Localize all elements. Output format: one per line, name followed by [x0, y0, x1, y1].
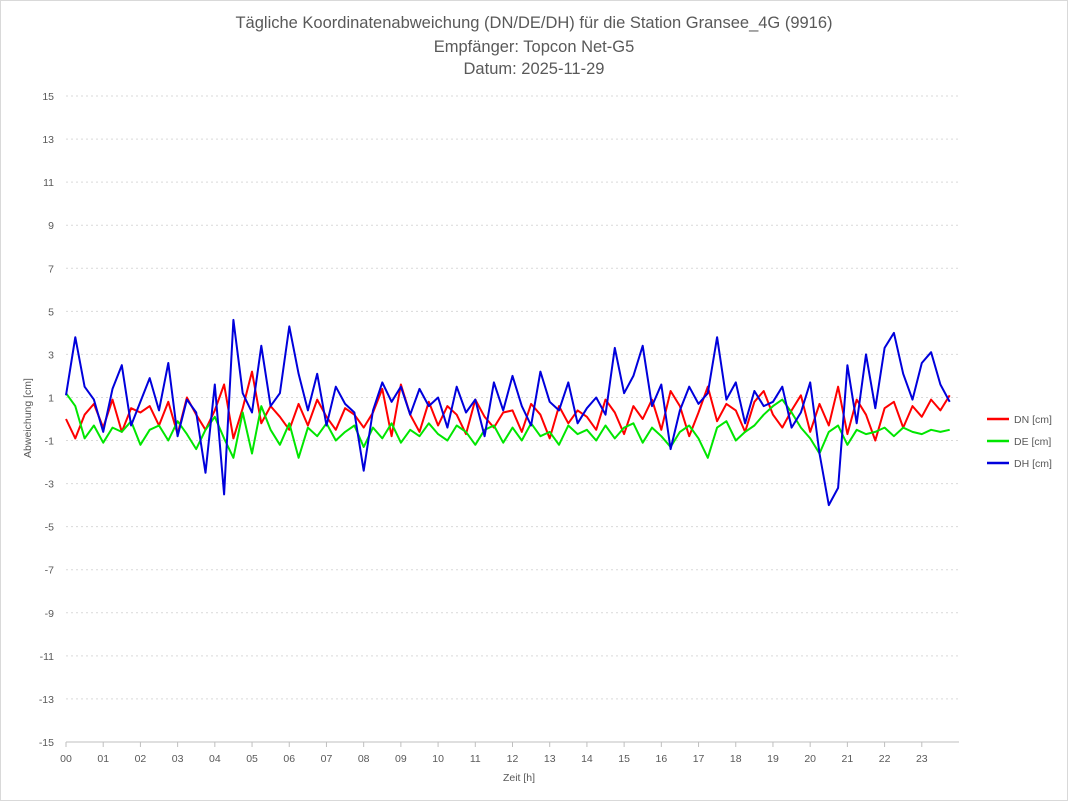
- y-tick-label: -1: [45, 436, 54, 448]
- series-line-dn: [65, 370, 951, 442]
- x-axis-label: Zeit [h]: [503, 772, 535, 784]
- y-tick-label: 3: [48, 349, 54, 361]
- x-tick-label: 16: [655, 753, 667, 765]
- y-tick-label: 13: [42, 134, 54, 146]
- x-tick-label: 17: [693, 753, 705, 765]
- y-axis-label: Abweichung [cm]: [22, 378, 34, 458]
- x-tick-label: 03: [172, 753, 184, 765]
- x-tick-label: 11: [470, 753, 481, 765]
- x-tick-label: 10: [432, 753, 444, 765]
- legend-label: DN [cm]: [1014, 414, 1052, 426]
- y-tick-label: -11: [40, 651, 55, 663]
- legend-label: DE [cm]: [1014, 436, 1051, 448]
- x-tick-label: 23: [916, 753, 928, 765]
- legend: DN [cm] DE [cm] DH [cm]: [987, 414, 1052, 470]
- x-tick-label: 04: [209, 753, 221, 765]
- y-tick-label: 11: [43, 177, 54, 189]
- gridlines: [66, 95, 959, 700]
- series-line-dh: [65, 318, 951, 507]
- legend-label: DH [cm]: [1014, 458, 1052, 470]
- x-tick-label: 06: [283, 753, 295, 765]
- y-tick-label: -9: [45, 608, 54, 620]
- x-tick-label: 02: [135, 753, 147, 765]
- x-tick-label: 18: [730, 753, 742, 765]
- x-tick-label: 20: [804, 753, 816, 765]
- x-tick-label: 08: [358, 753, 370, 765]
- y-tick-label: 15: [42, 91, 54, 103]
- x-tick-label: 12: [507, 753, 519, 765]
- x-tick-label: 13: [544, 753, 556, 765]
- series-line-de: [65, 392, 950, 459]
- x-tick-label: 09: [395, 753, 407, 765]
- x-tick-label: 07: [321, 753, 333, 765]
- y-tick-label: 1: [48, 392, 54, 404]
- x-axis-ticks: 00 01 02 03 04 05 06 07 08 09 10 11 12 13 14 15 16 17 18 19…: [60, 742, 928, 765]
- y-tick-label: -15: [39, 737, 54, 749]
- x-tick-label: 14: [581, 753, 593, 765]
- y-tick-label: -3: [45, 479, 54, 491]
- x-tick-label: 15: [618, 753, 630, 765]
- y-tick-label: 7: [48, 263, 54, 275]
- y-tick-label: -13: [39, 694, 54, 706]
- y-axis-ticks: 15 13 11 9 7 5 3 1 -1 -3 -5 -7 -9 -11 -13 -15: [39, 91, 54, 749]
- chart-title: Tägliche Koordinatenabweichung (DN/DE/DH…: [235, 14, 832, 32]
- x-tick-label: 19: [767, 753, 779, 765]
- chart-date: Datum: 2025-11-29: [464, 60, 605, 78]
- x-tick-label: 01: [97, 753, 109, 765]
- y-tick-label: 5: [48, 306, 54, 318]
- y-tick-label: 9: [48, 220, 54, 232]
- chart-subtitle: Empfänger: Topcon Net-G5: [434, 38, 635, 56]
- y-tick-label: -7: [45, 565, 54, 577]
- y-tick-label: -5: [45, 522, 54, 534]
- x-tick-label: 05: [246, 753, 258, 765]
- x-tick-label: 21: [842, 753, 854, 765]
- x-tick-label: 00: [60, 753, 72, 765]
- x-tick-label: 22: [879, 753, 891, 765]
- series-lines: [65, 318, 951, 507]
